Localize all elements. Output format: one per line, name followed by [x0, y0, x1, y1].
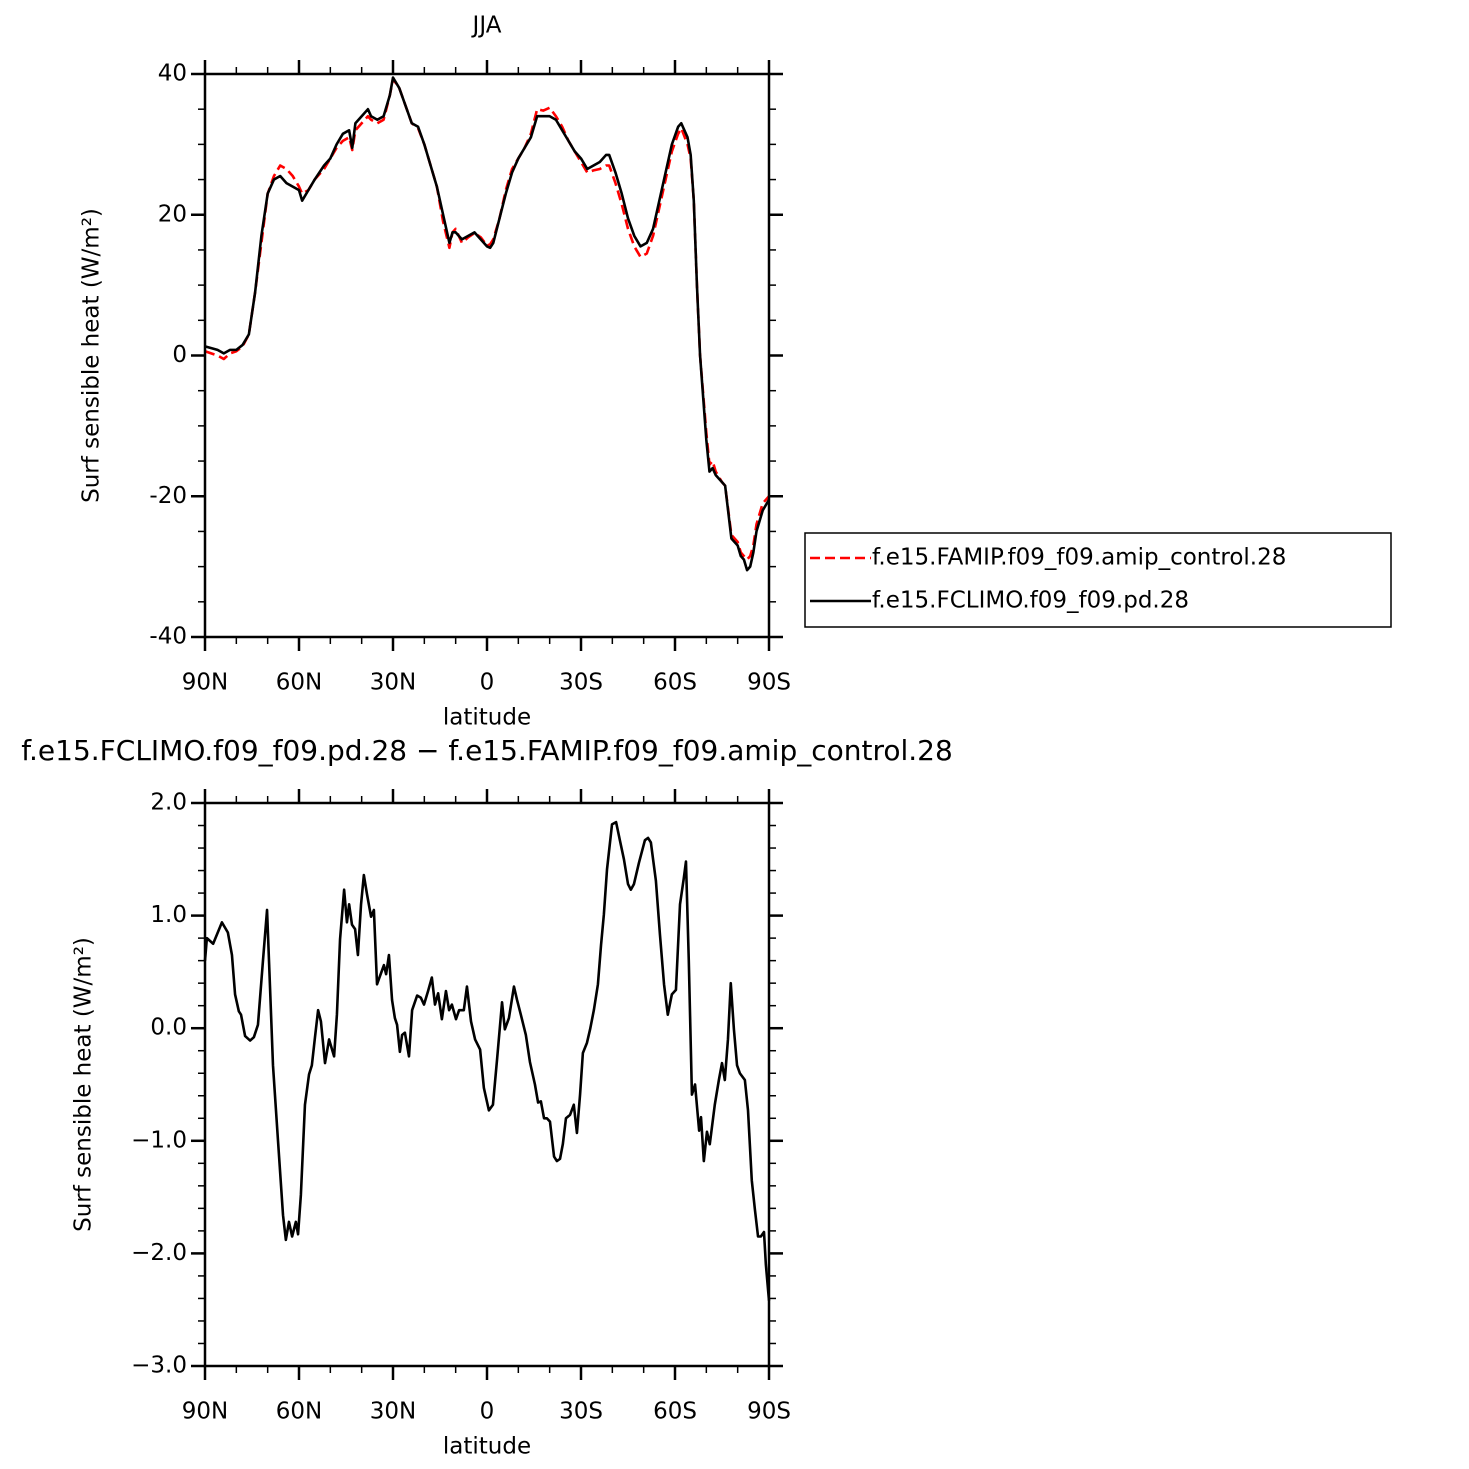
legend-label: f.e15.FCLIMO.f09_f09.pd.28: [872, 588, 1189, 614]
x-tick-label: 30N: [370, 1399, 416, 1425]
x-tick-label: 60S: [653, 670, 697, 696]
y-tick-label: 1.0: [150, 902, 187, 928]
y-tick-label: −1.0: [131, 1127, 187, 1153]
data-line: [204, 77, 770, 561]
x-axis-label: latitude: [443, 705, 531, 731]
y-tick-label: 2.0: [150, 790, 187, 816]
y-tick-label: -40: [149, 624, 187, 650]
y-axis-label: Surf sensible heat (W/m²): [79, 208, 105, 503]
x-tick-label: 90S: [747, 1399, 791, 1425]
chart-title: JJA: [471, 13, 502, 39]
plot-frame: [203, 801, 771, 1368]
x-tick-label: 90N: [182, 1399, 228, 1425]
x-tick-label: 30S: [559, 1399, 603, 1425]
legend-label: f.e15.FAMIP.f09_f09.amip_control.28: [872, 545, 1286, 571]
y-axis-label: Surf sensible heat (W/m²): [71, 937, 97, 1232]
y-tick-label: 0: [172, 342, 187, 368]
legend-box: [804, 532, 1392, 628]
x-tick-label: 90S: [747, 670, 791, 696]
y-tick-label: −2.0: [131, 1240, 187, 1266]
x-tick-label: 0: [480, 670, 495, 696]
chart-title: f.e15.FCLIMO.f09_f09.pd.28 − f.e15.FAMIP…: [21, 734, 953, 767]
plot-frame: [203, 72, 771, 639]
y-tick-label: 0.0: [150, 1015, 187, 1041]
y-tick-label: 40: [158, 61, 187, 87]
x-tick-label: 60N: [276, 1399, 322, 1425]
x-tick-label: 30N: [370, 670, 416, 696]
data-line: [203, 820, 771, 1301]
x-tick-label: 60S: [653, 1399, 697, 1425]
y-tick-label: −3.0: [131, 1353, 187, 1379]
x-tick-label: 90N: [182, 670, 228, 696]
x-tick-label: 0: [480, 1399, 495, 1425]
x-axis-label: latitude: [443, 1434, 531, 1460]
y-tick-label: 20: [158, 201, 187, 227]
data-line: [204, 76, 771, 572]
y-tick-label: -20: [149, 483, 187, 509]
x-tick-label: 30S: [559, 670, 603, 696]
x-tick-label: 60N: [276, 670, 322, 696]
